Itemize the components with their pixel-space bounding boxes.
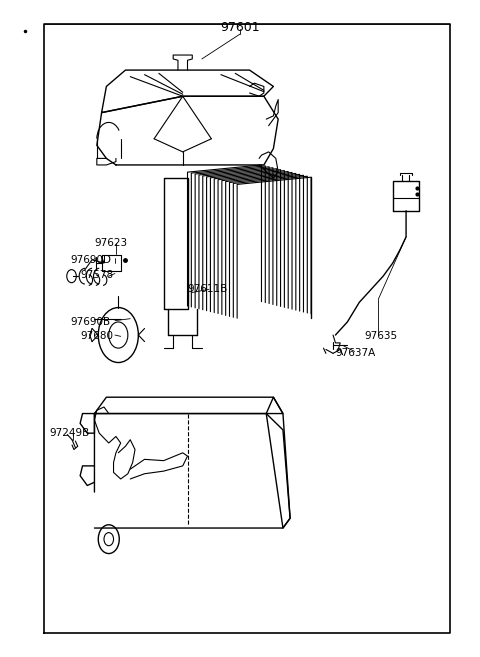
Text: 97611B: 97611B	[188, 284, 228, 294]
Text: 97249B: 97249B	[49, 428, 89, 438]
Text: 97637A: 97637A	[336, 348, 376, 357]
Text: 97601: 97601	[220, 21, 260, 34]
Text: 97635: 97635	[364, 331, 397, 342]
Text: 97690D: 97690D	[71, 255, 111, 265]
Text: 97578: 97578	[80, 270, 113, 280]
Text: 97690B: 97690B	[71, 317, 111, 327]
Text: 97623: 97623	[95, 238, 128, 248]
Text: 97680: 97680	[80, 331, 113, 342]
